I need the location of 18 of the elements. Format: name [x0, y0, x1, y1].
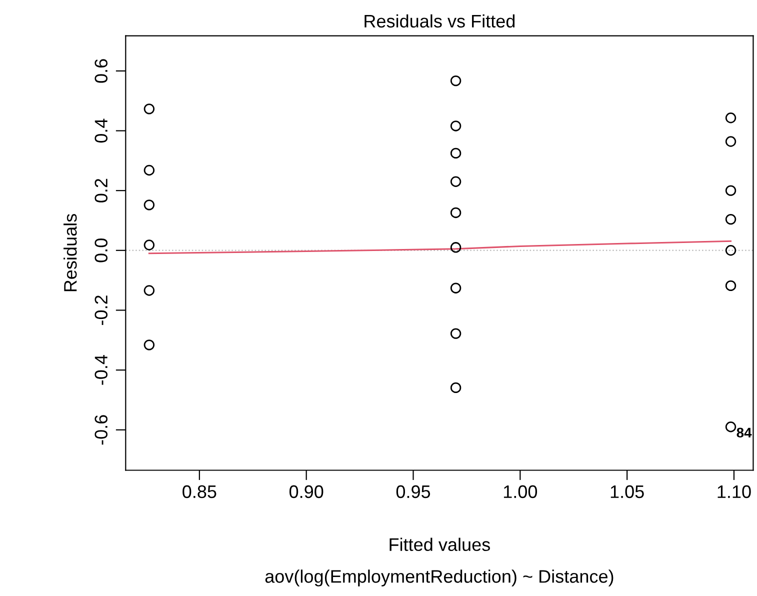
chart-title: Residuals vs Fitted	[364, 14, 515, 28]
y-tick-label: 0.0	[94, 238, 108, 262]
annotation: 84	[736, 428, 752, 438]
y-axis-title: Residuals	[64, 214, 77, 292]
y-tick-label: 0.6	[94, 59, 108, 83]
text: aov(log(EmploymentReduction) ~ Distance)	[265, 570, 614, 586]
x-tick-label: 1.05	[610, 485, 644, 498]
y-tick-label: -0.6	[94, 415, 108, 445]
x-tick-label: 1.10	[718, 485, 751, 498]
y-tick-label: 0.4	[94, 118, 108, 143]
x-axis-title: Fitted values	[390, 538, 490, 552]
y-tick-label: -0.4	[94, 355, 108, 385]
y-tick-label: -0.2	[94, 296, 108, 325]
x-tick-label: 0.85	[182, 485, 216, 498]
x-tick-label: 0.95	[396, 485, 430, 498]
y-tick-label: 0.2	[94, 178, 108, 202]
x-tick-label: 1.00	[504, 485, 538, 498]
x-tick-label: 0.90	[289, 485, 324, 498]
